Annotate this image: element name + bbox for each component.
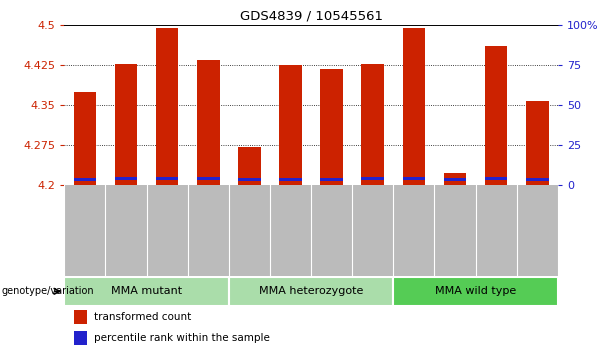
Title: GDS4839 / 10545561: GDS4839 / 10545561 [240, 10, 383, 23]
Bar [280, 178, 302, 182]
Bar [74, 178, 96, 182]
Text: MMA heterozygote: MMA heterozygote [259, 286, 364, 296]
Text: MMA mutant: MMA mutant [111, 286, 182, 296]
Text: transformed count: transformed count [94, 312, 191, 322]
Bar [321, 69, 343, 185]
Bar [156, 177, 178, 180]
Bar [526, 178, 549, 181]
Bar [403, 28, 425, 185]
Bar [238, 178, 261, 182]
Bar [444, 174, 466, 185]
Bar [156, 28, 178, 185]
Bar [485, 46, 508, 185]
Bar [403, 177, 425, 180]
Bar [197, 177, 219, 180]
Bar [74, 331, 86, 345]
Bar [197, 60, 219, 185]
Bar [64, 277, 229, 306]
Text: MMA wild type: MMA wild type [435, 286, 516, 296]
Bar [394, 277, 558, 306]
Bar [444, 178, 466, 181]
Bar [280, 65, 302, 185]
Bar [362, 177, 384, 180]
Bar [115, 64, 137, 185]
Bar [238, 147, 261, 185]
Text: percentile rank within the sample: percentile rank within the sample [94, 333, 270, 343]
Bar [526, 101, 549, 185]
Bar [74, 310, 86, 324]
Bar [362, 64, 384, 185]
Bar [229, 277, 394, 306]
Text: genotype/variation: genotype/variation [2, 286, 94, 296]
Bar [485, 177, 508, 180]
Bar [115, 177, 137, 180]
Bar [74, 92, 96, 185]
Bar [321, 178, 343, 182]
